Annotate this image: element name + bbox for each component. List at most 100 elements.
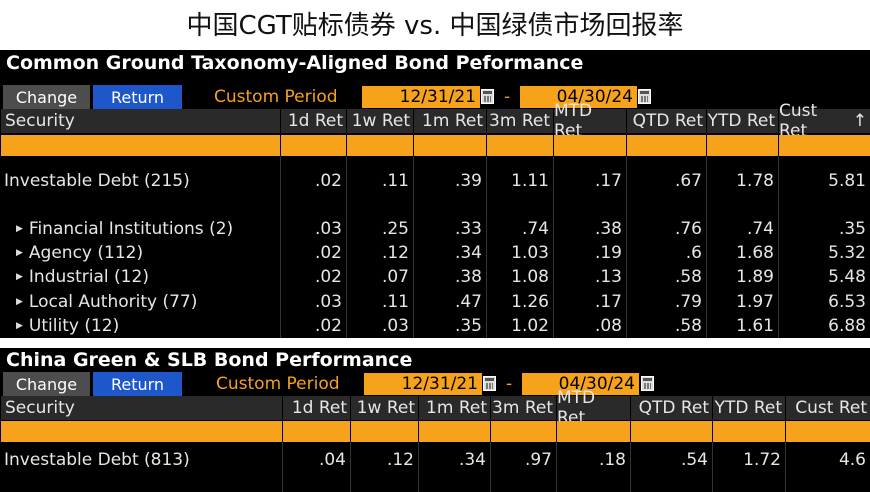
- filter-cell[interactable]: [486, 135, 553, 156]
- table-row[interactable]: ▶ Utility (12) .02 .03 .35 1.02 .08 .58 1.61 6.88: [0, 314, 870, 338]
- security-name-cell[interactable]: ▶ Utility (12): [0, 314, 280, 338]
- grid-line: [280, 156, 281, 338]
- filter-cell[interactable]: [630, 421, 712, 442]
- filter-cell[interactable]: [0, 421, 282, 442]
- calendar-icon[interactable]: [641, 376, 654, 391]
- security-name-cell[interactable]: ▶ Industrial (12): [0, 265, 280, 289]
- table-row[interactable]: Investable Debt (813) .04 .12 .34 .97 .18 .54 1…: [0, 448, 870, 472]
- return-value-cell: 1.78: [736, 171, 774, 191]
- filter-cell[interactable]: [553, 135, 626, 156]
- column-header-qtd[interactable]: QTD Ret: [626, 109, 706, 133]
- column-header-mtd[interactable]: MTD Ret: [556, 388, 630, 428]
- table-row[interactable]: ▶ Financial Institutions (2) .03 .25 .33 .74.…: [0, 217, 870, 241]
- change-button[interactable]: Change: [3, 85, 90, 109]
- filter-cell[interactable]: [712, 421, 785, 442]
- security-name-cell[interactable]: Investable Debt (215): [0, 169, 280, 193]
- return-value-cell: 1.11: [511, 171, 549, 191]
- column-header-security[interactable]: Security: [0, 109, 280, 133]
- filter-cell[interactable]: [706, 135, 778, 156]
- table-row[interactable]: ▶ Industrial (12) .02 .07 .38 1.08 .13 .58 1.89 5…: [0, 265, 870, 289]
- calendar-icon[interactable]: [483, 376, 496, 391]
- return-value-cell: .03: [314, 292, 342, 312]
- filter-cell[interactable]: [280, 135, 346, 156]
- filter-cell[interactable]: [785, 421, 870, 442]
- return-button[interactable]: Return: [93, 85, 182, 109]
- column-header-1w[interactable]: 1w Ret: [346, 109, 413, 133]
- filter-cell[interactable]: [350, 421, 418, 442]
- column-header-mtd[interactable]: MTD Ret: [553, 101, 626, 141]
- cgt-bond-performance-panel: Common Ground Taxonomy-Aligned Bond Pefo…: [0, 47, 870, 338]
- filter-cell[interactable]: [282, 421, 350, 442]
- return-value-cell: .19: [594, 243, 622, 263]
- change-button[interactable]: Change: [3, 372, 90, 396]
- return-value-cell: .07: [381, 267, 409, 287]
- filter-cell[interactable]: [346, 135, 413, 156]
- expand-triangle-icon[interactable]: ▶: [16, 321, 23, 331]
- column-header-1d[interactable]: 1d Ret: [282, 396, 350, 420]
- return-value-cell: .38: [454, 267, 482, 287]
- column-header-ytd[interactable]: YTD Ret: [706, 109, 778, 133]
- return-value-cell: 1.72: [743, 450, 781, 470]
- column-header-1w[interactable]: 1w Ret: [350, 396, 418, 420]
- expand-triangle-icon[interactable]: ▶: [16, 272, 23, 282]
- return-value-cell: 1.02: [511, 316, 549, 336]
- grid-line: [413, 156, 414, 338]
- return-value-cell: .33: [454, 219, 482, 239]
- expand-triangle-icon[interactable]: ▶: [16, 297, 23, 307]
- return-value-cell: .74: [746, 219, 774, 239]
- filter-cell[interactable]: [418, 421, 490, 442]
- security-name-cell[interactable]: ▶ Agency (112): [0, 241, 280, 265]
- security-name-cell[interactable]: Investable Debt (813): [0, 448, 282, 472]
- column-header-cust[interactable]: Cust Ret ↑: [778, 101, 870, 141]
- column-header-ytd[interactable]: YTD Ret: [712, 396, 785, 420]
- return-value-cell: 1.26: [511, 292, 549, 312]
- return-value-cell: .04: [318, 450, 346, 470]
- data-table: Investable Debt (215) .02 .11 .39 1.11 .17 .67…: [0, 156, 870, 338]
- end-date-field[interactable]: 04/30/24: [522, 373, 639, 395]
- column-header-1m[interactable]: 1m Ret: [418, 396, 490, 420]
- grid-line: [282, 442, 283, 492]
- return-value-cell: .25: [381, 219, 409, 239]
- filter-cell[interactable]: [778, 135, 870, 156]
- table-row[interactable]: ▶ Local Authority (77) .03 .11 .47 1.26 .17 .79…: [0, 290, 870, 314]
- column-header-1d[interactable]: 1d Ret: [280, 109, 346, 133]
- security-name-cell[interactable]: ▶ Financial Institutions (2): [0, 217, 280, 241]
- column-header-security[interactable]: Security: [0, 396, 282, 420]
- return-value-cell: 5.81: [828, 171, 866, 191]
- column-header-3m[interactable]: 3m Ret: [486, 109, 553, 133]
- filter-cell[interactable]: [0, 135, 280, 156]
- grid-line: [785, 442, 786, 492]
- column-header-cust[interactable]: Cust Ret: [785, 396, 870, 420]
- filter-cell[interactable]: [626, 135, 706, 156]
- filter-cell[interactable]: [556, 421, 630, 442]
- return-value-cell: .58: [674, 316, 702, 336]
- return-value-cell: .35: [838, 219, 866, 239]
- column-header-qtd[interactable]: QTD Ret: [630, 396, 712, 420]
- filter-cell[interactable]: [490, 421, 556, 442]
- return-value-cell: 1.08: [511, 267, 549, 287]
- table-row[interactable]: Investable Debt (215) .02 .11 .39 1.11 .17 .67…: [0, 169, 870, 193]
- column-header-1m[interactable]: 1m Ret: [413, 109, 486, 133]
- calendar-icon[interactable]: [638, 89, 651, 104]
- return-button[interactable]: Return: [93, 372, 182, 396]
- expand-triangle-icon[interactable]: ▶: [16, 248, 23, 258]
- return-value-cell: .47: [454, 292, 482, 312]
- sort-arrow-icon: ↑: [852, 111, 867, 131]
- table-row[interactable]: ▶ Agency (112) .02 .12 .34 1.03 .19 .6 1.68 5.32: [0, 241, 870, 265]
- end-date-field[interactable]: 04/30/24: [520, 86, 637, 108]
- filter-cell[interactable]: [413, 135, 486, 156]
- return-value-cell: .6: [685, 243, 702, 263]
- grid-line: [553, 156, 554, 338]
- return-value-cell: .12: [381, 243, 409, 263]
- grid-line: [706, 156, 707, 338]
- column-header-row: Security 1d Ret 1w Ret 1m Ret 3m Ret MTD…: [0, 101, 870, 141]
- calendar-icon[interactable]: [481, 89, 494, 104]
- return-value-cell: .17: [594, 292, 622, 312]
- start-date-field[interactable]: 12/31/21: [364, 373, 482, 395]
- return-value-cell: .17: [594, 171, 622, 191]
- return-value-cell: 1.97: [736, 292, 774, 312]
- start-date-field[interactable]: 12/31/21: [362, 86, 480, 108]
- security-name-cell[interactable]: ▶ Local Authority (77): [0, 290, 280, 314]
- expand-triangle-icon[interactable]: ▶: [16, 224, 23, 234]
- column-header-3m[interactable]: 3m Ret: [490, 396, 556, 420]
